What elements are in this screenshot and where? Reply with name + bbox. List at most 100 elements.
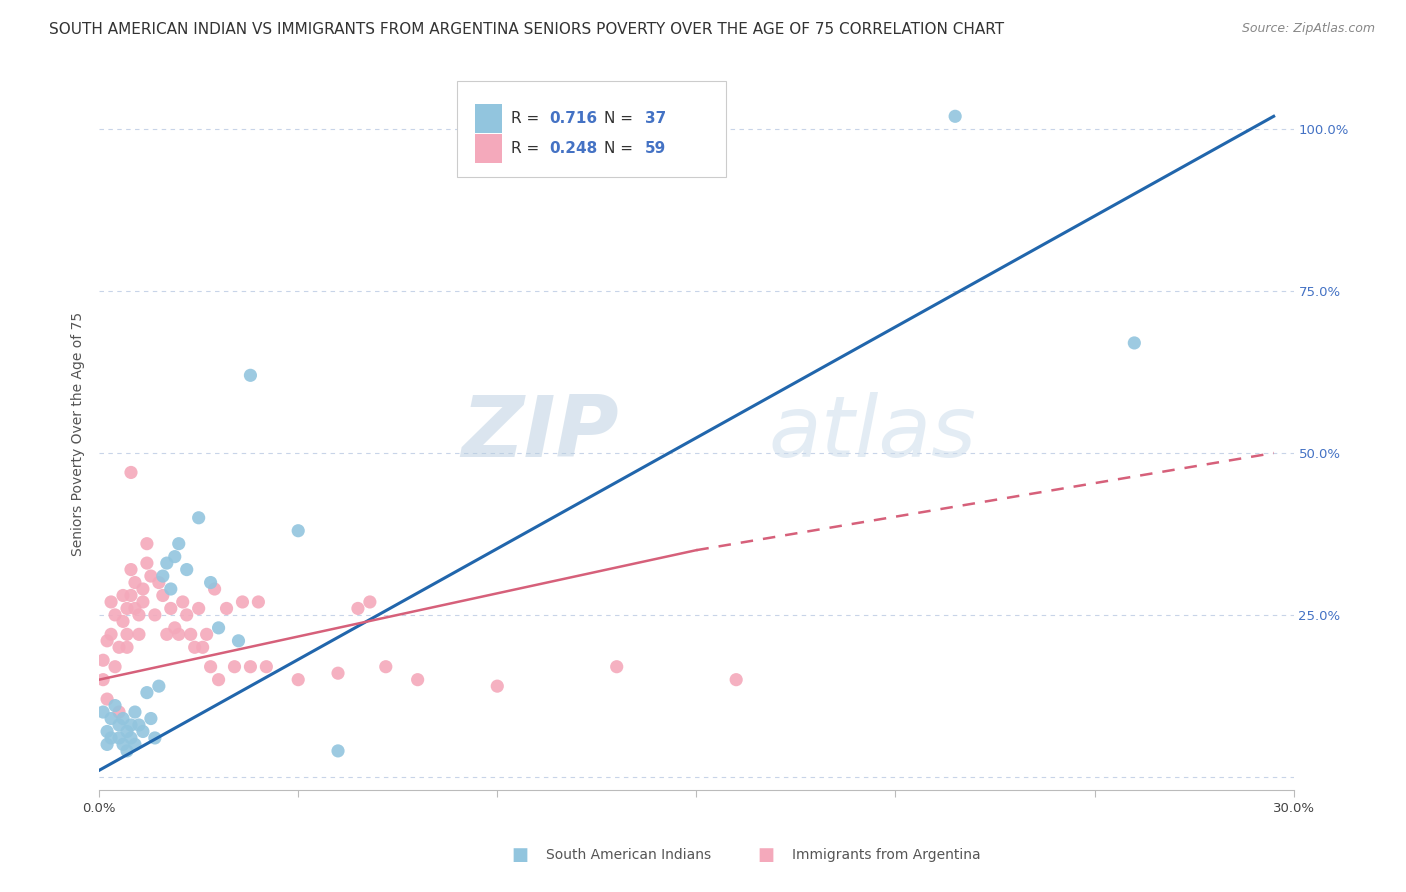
Point <box>108 640 131 655</box>
Point <box>204 582 226 596</box>
Point <box>132 582 155 596</box>
Text: ZIP: ZIP <box>461 392 619 475</box>
Point <box>108 731 131 745</box>
Point <box>135 537 157 551</box>
Point <box>115 724 138 739</box>
Point <box>104 698 127 713</box>
Point <box>159 582 181 596</box>
Point <box>254 659 277 673</box>
Text: 37: 37 <box>645 111 666 126</box>
Point <box>152 589 174 603</box>
Point <box>207 621 229 635</box>
FancyBboxPatch shape <box>457 81 727 178</box>
Text: 0.716: 0.716 <box>550 111 598 126</box>
Point <box>111 615 134 629</box>
Point <box>128 627 150 641</box>
Point <box>96 738 118 752</box>
Text: Immigrants from Argentina: Immigrants from Argentina <box>792 847 980 862</box>
Point <box>606 659 628 673</box>
Point <box>91 653 114 667</box>
Point <box>176 563 198 577</box>
Point <box>91 673 114 687</box>
Point <box>91 705 114 719</box>
Point <box>143 731 166 745</box>
Point <box>108 705 131 719</box>
Point <box>124 705 146 719</box>
Text: ■: ■ <box>512 846 529 863</box>
Point <box>120 731 142 745</box>
Point <box>115 744 138 758</box>
Point <box>132 724 155 739</box>
Point <box>180 627 202 641</box>
Text: N =: N = <box>605 111 638 126</box>
Point <box>128 607 150 622</box>
Point <box>96 724 118 739</box>
FancyBboxPatch shape <box>475 104 502 133</box>
Point <box>148 575 170 590</box>
Text: Source: ZipAtlas.com: Source: ZipAtlas.com <box>1241 22 1375 36</box>
Point <box>100 627 122 641</box>
Point <box>167 537 190 551</box>
Text: R =: R = <box>512 141 544 156</box>
Text: ■: ■ <box>758 846 775 863</box>
Point <box>176 607 198 622</box>
Point <box>486 679 509 693</box>
Point <box>183 640 205 655</box>
Point <box>207 673 229 687</box>
Text: atlas: atlas <box>768 392 976 475</box>
Point <box>143 607 166 622</box>
Point <box>120 563 142 577</box>
Point <box>943 109 966 123</box>
Point <box>231 595 253 609</box>
Text: N =: N = <box>605 141 638 156</box>
Point <box>135 556 157 570</box>
Point <box>152 569 174 583</box>
Text: South American Indians: South American Indians <box>546 847 710 862</box>
Point <box>406 673 429 687</box>
Point <box>104 659 127 673</box>
Text: R =: R = <box>512 111 544 126</box>
Point <box>135 685 157 699</box>
Point <box>120 718 142 732</box>
Point <box>239 659 262 673</box>
Point <box>167 627 190 641</box>
Point <box>200 659 222 673</box>
Point <box>187 601 209 615</box>
Point <box>172 595 194 609</box>
Point <box>96 692 118 706</box>
Y-axis label: Seniors Poverty Over the Age of 75: Seniors Poverty Over the Age of 75 <box>72 311 86 556</box>
Point <box>156 627 179 641</box>
Point <box>187 510 209 524</box>
Point <box>124 601 146 615</box>
Point <box>191 640 214 655</box>
Point <box>120 589 142 603</box>
Point <box>100 595 122 609</box>
Point <box>96 633 118 648</box>
Point <box>108 718 131 732</box>
Point <box>374 659 396 673</box>
Point <box>239 368 262 383</box>
Point <box>115 601 138 615</box>
Point <box>100 731 122 745</box>
Point <box>326 744 349 758</box>
Point <box>224 659 246 673</box>
Point <box>287 673 309 687</box>
Point <box>100 712 122 726</box>
Point <box>132 595 155 609</box>
FancyBboxPatch shape <box>475 135 502 163</box>
Text: SOUTH AMERICAN INDIAN VS IMMIGRANTS FROM ARGENTINA SENIORS POVERTY OVER THE AGE : SOUTH AMERICAN INDIAN VS IMMIGRANTS FROM… <box>49 22 1004 37</box>
Point <box>159 601 181 615</box>
Point <box>139 712 162 726</box>
Point <box>115 627 138 641</box>
Text: 59: 59 <box>645 141 666 156</box>
Point <box>725 673 748 687</box>
Point <box>326 666 349 681</box>
Point <box>215 601 238 615</box>
Point <box>228 633 250 648</box>
Point <box>111 738 134 752</box>
Text: 0.248: 0.248 <box>550 141 598 156</box>
Point <box>200 575 222 590</box>
Point <box>111 712 134 726</box>
Point <box>195 627 218 641</box>
Point <box>128 718 150 732</box>
